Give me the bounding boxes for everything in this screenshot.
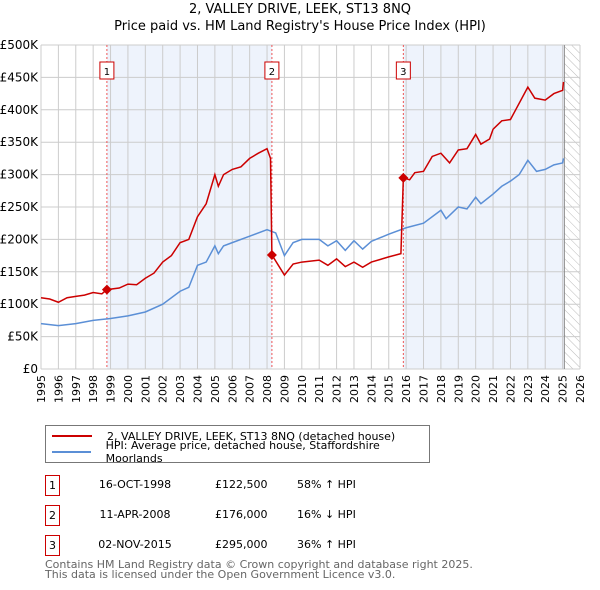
y-tick-label: £100K	[0, 297, 39, 311]
sale-point	[266, 249, 277, 260]
y-tick-label: £200K	[0, 232, 39, 246]
sale-row: 1 16-OCT-1998 £122,500 58% ↑ HPI	[45, 475, 445, 496]
sale-marker-box	[264, 61, 280, 80]
legend-item-hpi: HPI: Average price, detached house, Staf…	[52, 439, 429, 465]
y-tick-label: £450K	[0, 70, 39, 84]
x-tick-label: 1995	[35, 375, 48, 403]
x-tick-label: 2004	[191, 375, 204, 403]
x-tick-label: 2002	[157, 375, 170, 403]
x-tick-label: 1997	[70, 375, 83, 403]
series-line	[40, 158, 565, 327]
footer-line: Contains HM Land Registry data © Crown c…	[45, 558, 473, 571]
footer: Contains HM Land Registry data © Crown c…	[45, 558, 473, 581]
y-tick-label: £500K	[0, 38, 39, 52]
x-tick-label: 2010	[296, 375, 309, 403]
x-tick-label: 2006	[226, 375, 239, 403]
x-tick-label: 2013	[348, 375, 361, 403]
sale-marker-box	[99, 61, 115, 80]
x-tick-label: 1998	[87, 375, 100, 403]
x-tick-label: 2014	[365, 375, 378, 403]
x-tick-label: 2026	[574, 375, 587, 403]
legend-item-property: 2, VALLEY DRIVE, LEEK, ST13 8NQ (detache…	[52, 429, 395, 443]
x-tick-label: 2017	[418, 375, 431, 403]
sale-hpi: 58% ↑ HPI	[297, 478, 356, 491]
x-tick-label: 2012	[331, 375, 344, 403]
series-line	[40, 81, 565, 304]
legend: 2, VALLEY DRIVE, LEEK, ST13 8NQ (detache…	[45, 425, 430, 465]
sale-marker-label: 1	[104, 67, 110, 78]
x-tick-label: 2001	[139, 375, 152, 403]
sale-hpi: 36% ↑ HPI	[297, 538, 356, 551]
x-tick-label: 2005	[209, 375, 222, 403]
x-tick-label: 2011	[313, 375, 326, 403]
x-tick-label: 2020	[470, 375, 483, 403]
sale-marker-label: 3	[400, 67, 406, 78]
x-tick-label: 2000	[122, 375, 135, 403]
x-tick-label: 2015	[383, 375, 396, 403]
chart-title: 2, VALLEY DRIVE, LEEK, ST13 8NQ	[188, 2, 412, 17]
sale-date: 16-OCT-1998	[98, 478, 172, 491]
y-tick-label: £250K	[0, 200, 39, 214]
sale-marker-label: 2	[45, 505, 60, 526]
x-tick-label: 2007	[244, 375, 257, 403]
sale-row: 3 02-NOV-2015 £295,000 36% ↑ HPI	[45, 535, 445, 556]
y-tick-label: £300K	[0, 168, 39, 182]
sale-row: 2 11-APR-2008 £176,000 16% ↓ HPI	[45, 505, 445, 526]
price-chart: 1995 1996 1997 1998 1999 2000 2001 2002 2003 2004…	[0, 38, 587, 403]
sale-date: 11-APR-2008	[99, 508, 171, 521]
y-tick-label: £0	[23, 362, 38, 376]
sale-marker-label: 2	[269, 67, 275, 78]
sale-point	[398, 172, 409, 183]
sale-price: £176,000	[215, 508, 268, 521]
legend-label: 2, VALLEY DRIVE, LEEK, ST13 8NQ (detache…	[107, 429, 396, 443]
x-tick-label: 2025	[557, 375, 570, 403]
legend-swatch-blue	[52, 451, 91, 453]
x-tick-label: 2016	[400, 375, 413, 403]
sale-marker-label: 3	[45, 535, 60, 556]
chart-subtitle: Price paid vs. HM Land Registry's House …	[114, 19, 486, 34]
legend-label: HPI: Average price, detached house, Staf…	[105, 439, 380, 465]
y-tick-label: £350K	[0, 135, 39, 149]
sale-price: £295,000	[215, 538, 268, 551]
x-tick-label: 2003	[174, 375, 187, 403]
x-tick-label: 2021	[487, 375, 500, 403]
sale-marker-label: 1	[45, 475, 60, 496]
footer-line: This data is licensed under the Open Gov…	[45, 568, 396, 581]
x-tick-label: 2022	[504, 375, 517, 403]
x-tick-label: 2008	[261, 375, 274, 403]
x-tick-label: 2009	[278, 375, 291, 403]
sale-marker-box	[395, 61, 411, 80]
sale-hpi: 16% ↓ HPI	[297, 508, 356, 521]
x-tick-label: 2019	[452, 375, 465, 403]
x-tick-label: 1996	[52, 375, 65, 403]
legend-swatch-red	[52, 435, 92, 437]
y-tick-label: £50K	[7, 330, 39, 344]
x-tick-label: 1999	[105, 375, 118, 403]
y-tick-label: £400K	[0, 103, 39, 117]
x-tick-label: 2018	[435, 375, 448, 403]
y-tick-label: £150K	[0, 265, 39, 279]
sale-date: 02-NOV-2015	[98, 538, 172, 551]
x-tick-label: 2023	[522, 375, 535, 403]
x-tick-label: 2024	[539, 375, 552, 403]
sale-price: £122,500	[215, 478, 268, 491]
sale-point	[101, 284, 112, 295]
